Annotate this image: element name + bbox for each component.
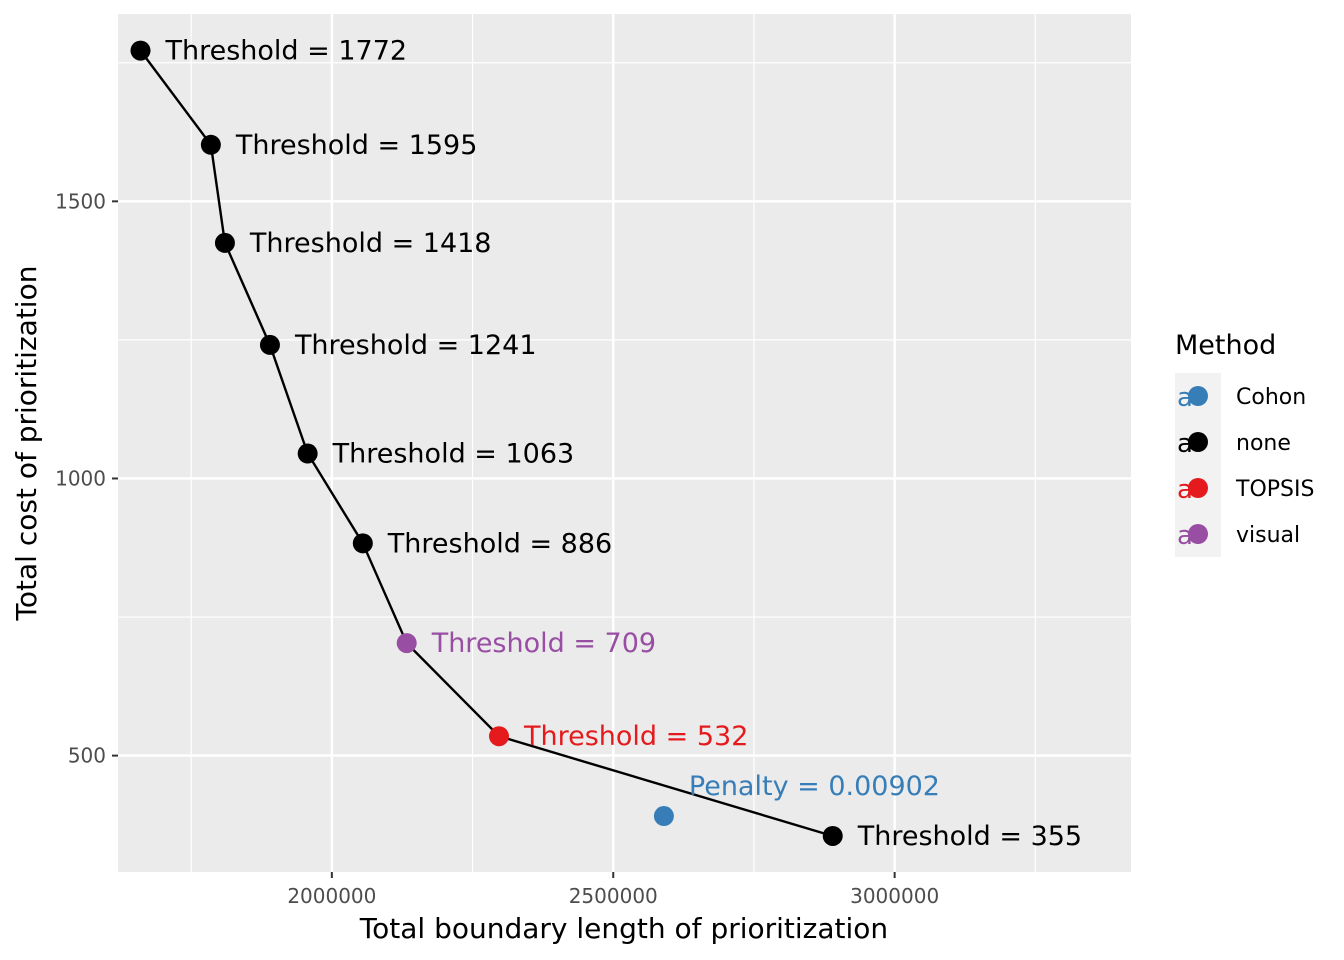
legend-key-letter: a — [1177, 429, 1193, 459]
x-tick-label: 3000000 — [850, 884, 939, 908]
point-label: Threshold = 886 — [387, 528, 612, 559]
y-axis-title: Total cost of prioritization — [10, 266, 43, 622]
legend-label: Cohon — [1236, 385, 1306, 410]
data-point — [200, 134, 221, 155]
legend-key-point — [1188, 432, 1208, 452]
point-label: Threshold = 709 — [431, 628, 656, 659]
legend-label: TOPSIS — [1235, 477, 1314, 502]
point-label: Penalty = 0.00902 — [689, 771, 940, 802]
point-labels: Threshold = 1772 Threshold = 1595 Threshol… — [165, 36, 1083, 852]
legend-key-letter: a — [1177, 521, 1193, 551]
data-points — [130, 40, 843, 846]
data-point — [352, 533, 373, 554]
axes: 2000000 2500000 3000000 500 1000 1500 — [55, 189, 939, 908]
x-tick-label: 2000000 — [287, 884, 376, 908]
y-tick-label: 500 — [68, 744, 106, 768]
data-point — [396, 633, 417, 654]
legend-key-point — [1188, 478, 1208, 498]
data-point — [297, 443, 318, 464]
x-axis-title: Total boundary length of prioritization — [359, 912, 888, 945]
legend-key-letter: a — [1177, 383, 1193, 413]
data-point — [489, 726, 510, 747]
point-label: Threshold = 1241 — [294, 330, 537, 361]
legend-label: visual — [1236, 523, 1300, 548]
legend-key-letter: a — [1177, 475, 1193, 505]
data-point — [259, 334, 280, 355]
point-label: Threshold = 1595 — [235, 130, 478, 161]
y-tick-label: 1000 — [55, 466, 106, 490]
point-label: Threshold = 1418 — [249, 228, 492, 259]
legend: Method a Cohon a none a TOPSIS a visual — [1175, 330, 1314, 557]
data-point — [822, 825, 843, 846]
legend-title: Method — [1175, 330, 1276, 361]
major-gridlines — [118, 14, 1131, 872]
point-label: Threshold = 1772 — [165, 36, 408, 67]
point-label: Threshold = 1063 — [332, 439, 575, 470]
point-label: Threshold = 532 — [523, 721, 748, 752]
y-tick-label: 1500 — [55, 189, 106, 213]
legend-key-point — [1188, 524, 1208, 544]
x-tick-label: 2500000 — [569, 884, 658, 908]
point-label: Threshold = 355 — [857, 821, 1082, 852]
plot-panel — [118, 14, 1131, 872]
legend-label: none — [1236, 431, 1291, 456]
minor-gridlines — [118, 14, 1131, 872]
data-point — [130, 40, 151, 61]
data-point — [653, 806, 674, 827]
legend-key-point — [1188, 386, 1208, 406]
data-point — [214, 232, 235, 253]
